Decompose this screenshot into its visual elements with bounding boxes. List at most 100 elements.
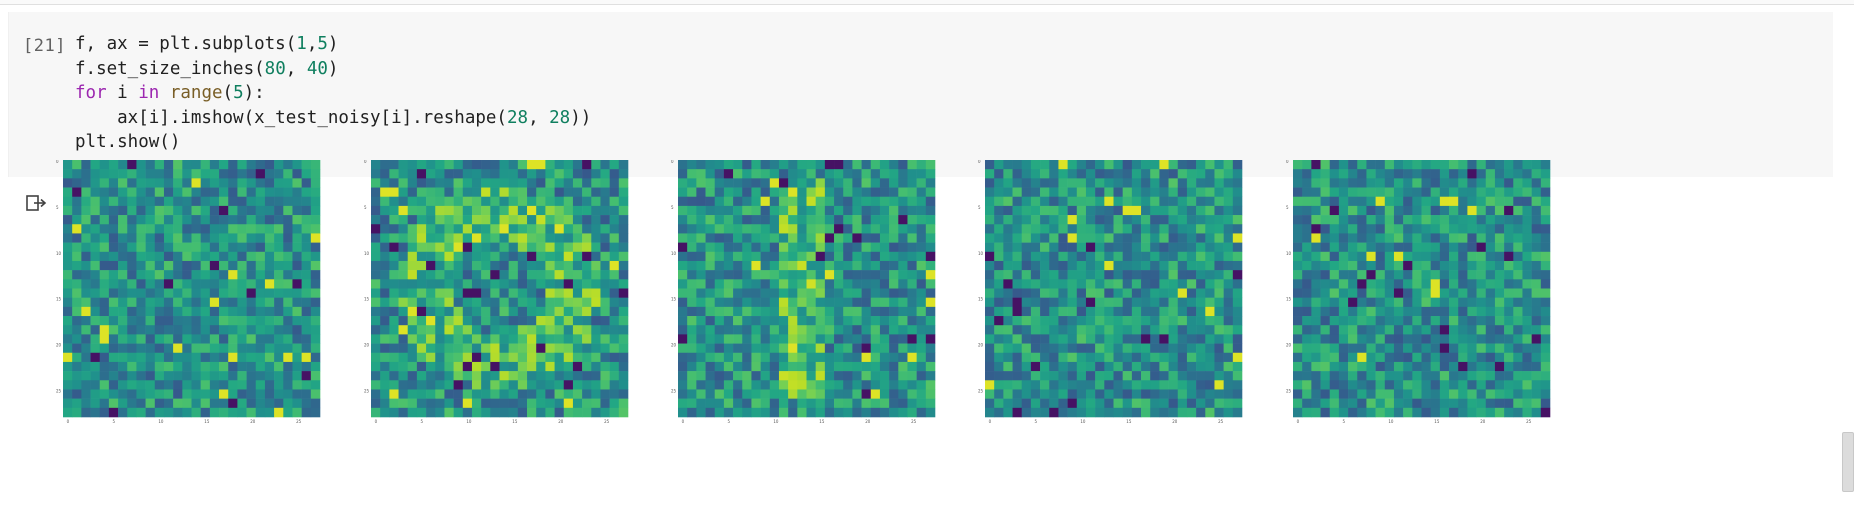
pixel-cell [1159,343,1169,354]
pixel-cell [1003,187,1013,198]
pixel-cell [600,325,610,335]
pixel-cell [1540,398,1551,409]
pixel-cell [1494,224,1505,234]
pixel-cell [861,224,872,234]
pixel-cell [108,325,119,335]
pixel-cell [1375,288,1386,298]
pixel-cell [714,316,725,326]
pixel-cell [453,160,464,170]
pixel-cell [898,242,908,253]
pixel-cell [591,233,601,243]
pixel-cell [907,196,917,207]
pixel-cell [861,205,872,216]
pixel-cell [591,169,601,179]
pixel-cell [834,160,844,170]
pixel-cell [1232,389,1243,399]
pixel-cell [1030,169,1041,179]
output-arrow-icon[interactable] [25,193,47,213]
pixel-cell [870,196,881,207]
pixel-cell [1159,316,1169,326]
pixel-cell [389,251,399,262]
pixel-cell [81,215,91,225]
pixel-cell [292,233,302,243]
pixel-cell [696,316,706,326]
pixel-cell [994,205,1004,216]
pixel-cell [1430,279,1441,289]
pixel-cell [1458,407,1468,418]
pixel-cell [1012,169,1023,179]
pixel-cell [1531,260,1542,271]
pixel-cell [264,178,275,188]
pixel-cell [1476,371,1487,381]
pixel-cell [1540,251,1551,262]
pixel-cell [1393,160,1404,170]
pixel-cell [1375,361,1386,372]
pixel-cell [591,160,601,170]
pixel-cell [1430,306,1441,317]
pixel-cell [209,306,220,317]
pixel-cell [200,233,211,243]
pixel-cell [1357,306,1367,317]
pixel-cell [310,215,321,225]
pixel-cell [1430,325,1441,335]
pixel-cell [426,316,436,326]
pixel-cell [462,371,473,381]
y-tick-label: 25 [978,389,984,394]
pixel-cell [870,215,881,225]
pixel-cell [1393,242,1404,253]
code-token: 28 [506,107,529,128]
pixel-cell [1223,398,1234,409]
pixel-cell [1384,260,1395,271]
pixel-cell [527,233,537,243]
pixel-cell [618,178,629,188]
pixel-cell [898,316,908,326]
pixel-cell [600,398,610,409]
pixel-cell [1439,343,1450,354]
pixel-cell [154,352,165,363]
pixel-cell [834,352,844,363]
pixel-cell [898,343,908,354]
pixel-cell [435,169,445,179]
pixel-cell [283,205,293,216]
pixel-cell [1320,389,1331,399]
pixel-cell [407,306,418,317]
pixel-cell [517,306,528,317]
pixel-cell [1421,224,1431,234]
pixel-cell [1439,306,1450,317]
pixel-cell [815,380,826,390]
pixel-cell [517,169,528,179]
pixel-cell [264,361,275,372]
pixel-cell [1085,306,1096,317]
pixel-cell [1311,380,1321,390]
code-editor[interactable]: f, ax = plt.subplots(1,5) f.set_size_inch… [75,32,591,155]
pixel-cell [1421,306,1431,317]
pixel-cell [1449,306,1459,317]
pixel-cell [1320,361,1331,372]
pixel-cell [751,334,761,344]
scrollbar-thumb[interactable] [1842,432,1854,492]
pixel-cell [1095,187,1105,198]
pixel-cell [1467,398,1477,409]
pixel-cell [398,306,409,317]
pixel-cell [778,343,789,354]
pixel-cell [508,371,519,381]
pixel-cell [99,380,110,390]
pixel-cell [1311,279,1321,289]
pixel-cell [1067,260,1078,271]
pixel-cell [481,187,491,198]
pixel-cell [824,160,835,170]
pixel-cell [714,169,725,179]
code-cell[interactable]: [21] f, ax = plt.subplots(1,5) f.set_size… [8,12,1833,177]
pixel-cell [237,205,247,216]
pixel-cell [1366,316,1376,326]
pixel-cell [72,270,82,280]
pixel-cell [1122,380,1133,390]
pixel-cell [481,160,491,170]
pixel-cell [108,260,119,271]
pixel-cell [371,361,381,372]
pixel-cell [274,389,284,399]
pixel-cell [228,334,238,344]
pixel-cell [398,187,409,198]
pixel-cell [1458,196,1468,207]
pixel-cell [72,316,82,326]
